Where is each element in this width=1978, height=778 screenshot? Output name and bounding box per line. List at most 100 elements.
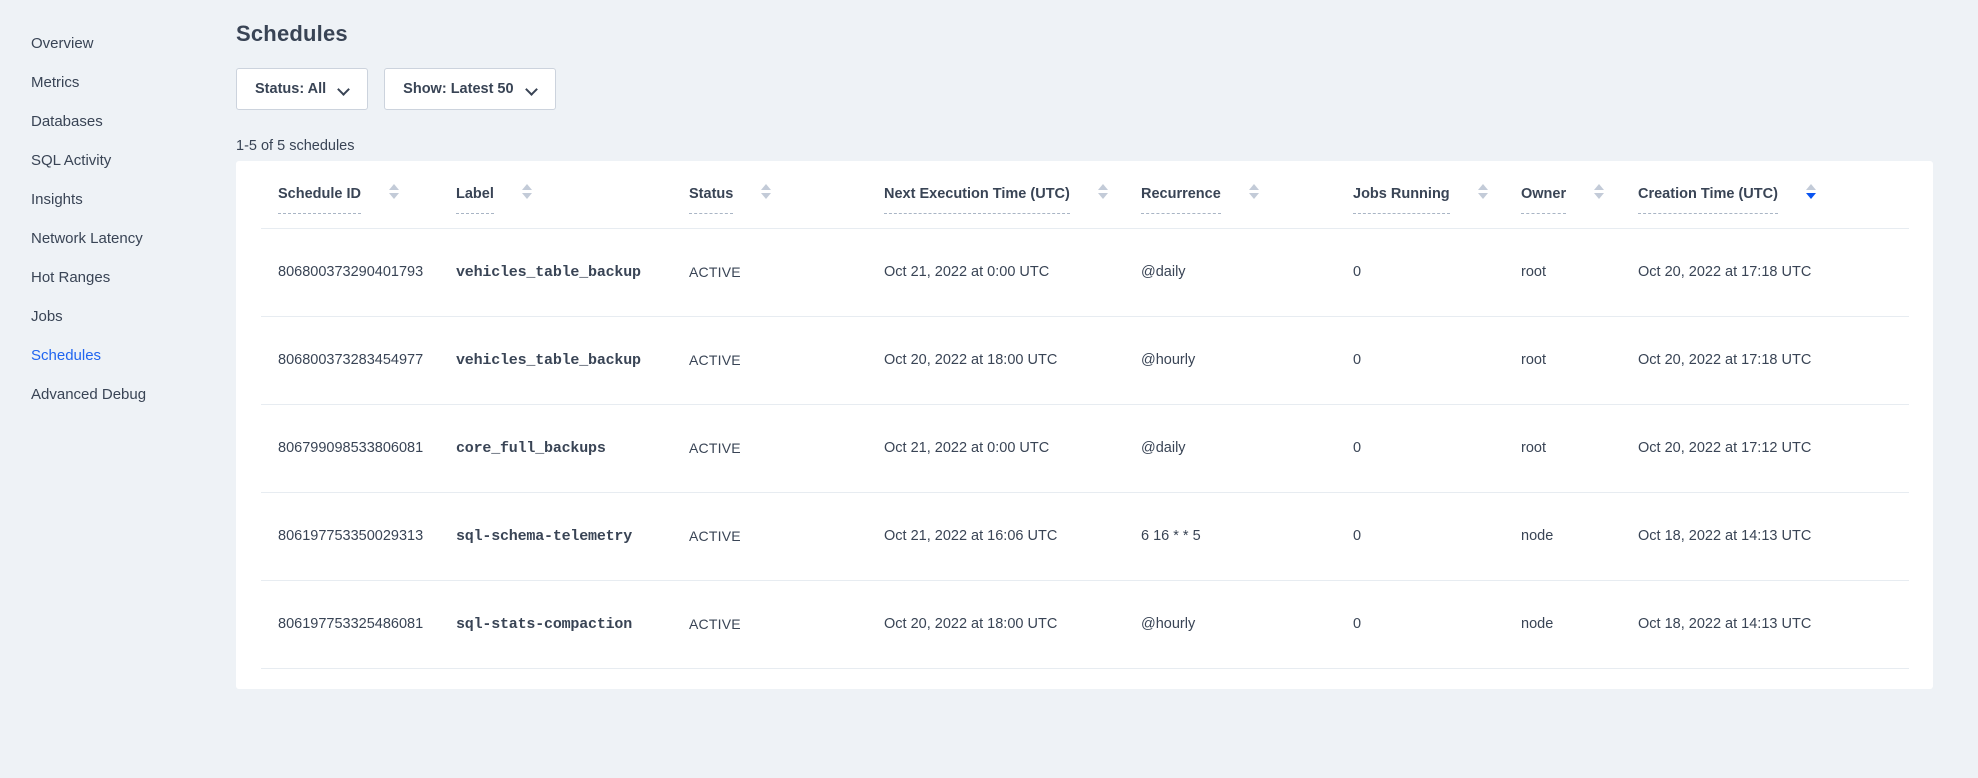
sort-caret-up-icon [1097, 183, 1108, 190]
cell-status: ACTIVE [689, 316, 884, 405]
column-header-status[interactable]: Status [689, 183, 772, 214]
column-header-next-execution-time[interactable]: Next Execution Time (UTC) [884, 183, 1108, 214]
cell-next-execution: Oct 21, 2022 at 0:00 UTC [884, 404, 1141, 493]
column-label: Status [689, 186, 734, 214]
cell-schedule-id: 806197753325486081 [261, 580, 456, 669]
sort-icon[interactable] [389, 183, 399, 205]
cell-owner: root [1521, 316, 1638, 405]
sidebar-item-schedules[interactable]: Schedules [31, 347, 102, 364]
cell-recurrence: @daily [1141, 404, 1353, 493]
sort-icon[interactable] [761, 183, 772, 205]
cell-owner: root [1521, 404, 1638, 493]
column-label: Recurrence [1141, 186, 1221, 214]
cell-jobs-running: 0 [1353, 316, 1521, 405]
sort-icon[interactable] [1594, 183, 1605, 205]
sidebar-item-hot-ranges[interactable]: Hot Ranges [31, 269, 111, 286]
cell-label: sql-schema-telemetry [456, 492, 689, 581]
table-row: 806800373290401793 vehicles_table_backup… [261, 228, 1909, 317]
column-label: Next Execution Time (UTC) [884, 186, 1070, 214]
cell-schedule-id: 806800373283454977 [261, 316, 456, 405]
cell-status: ACTIVE [689, 228, 884, 317]
cell-owner: root [1521, 228, 1638, 317]
sidebar-item-network-latency[interactable]: Network Latency [31, 230, 143, 247]
sort-icon-active-desc[interactable] [1805, 183, 1816, 205]
show-filter-dropdown[interactable]: Show: Latest 50 [384, 68, 556, 110]
cell-recurrence: @hourly [1141, 316, 1353, 405]
filter-bar: Status: All Show: Latest 50 [236, 68, 1933, 110]
sort-caret-down-icon [1594, 192, 1605, 199]
sidebar-item-metrics[interactable]: Metrics [31, 74, 80, 91]
column-label: Creation Time (UTC) [1638, 186, 1778, 214]
status-filter-dropdown[interactable]: Status: All [236, 68, 369, 110]
cell-jobs-running: 0 [1353, 404, 1521, 493]
sort-icon[interactable] [521, 183, 532, 205]
show-filter-label: Show: Latest 50 [403, 81, 514, 97]
sort-caret-down-icon [1805, 192, 1816, 199]
sort-icon[interactable] [1097, 183, 1108, 205]
cell-status: ACTIVE [689, 580, 884, 669]
main-content: Schedules Status: All Show: Latest 50 1-… [236, 0, 1978, 689]
table-row: 806799098533806081 core_full_backups ACT… [261, 404, 1909, 493]
cell-label: vehicles_table_backup [456, 316, 689, 405]
chevron-down-icon [338, 82, 349, 93]
column-header-creation-time[interactable]: Creation Time (UTC) [1638, 183, 1816, 214]
sidebar-item-databases[interactable]: Databases [31, 113, 103, 130]
cell-creation-time: Oct 18, 2022 at 14:13 UTC [1638, 492, 1909, 581]
sort-caret-up-icon [389, 183, 399, 190]
cell-schedule-id: 806197753350029313 [261, 492, 456, 581]
sort-caret-up-icon [1594, 183, 1605, 190]
cell-creation-time: Oct 20, 2022 at 17:12 UTC [1638, 404, 1909, 493]
column-header-label[interactable]: Label [456, 183, 532, 214]
column-label: Jobs Running [1353, 186, 1450, 214]
cell-next-execution: Oct 21, 2022 at 0:00 UTC [884, 228, 1141, 317]
column-header-recurrence[interactable]: Recurrence [1141, 183, 1259, 214]
cell-owner: node [1521, 580, 1638, 669]
sort-caret-up-icon [1477, 183, 1488, 190]
cell-schedule-id: 806799098533806081 [261, 404, 456, 493]
cell-schedule-id: 806800373290401793 [261, 228, 456, 317]
cell-recurrence: 6 16 * * 5 [1141, 492, 1353, 581]
cell-status: ACTIVE [689, 492, 884, 581]
cell-next-execution: Oct 20, 2022 at 18:00 UTC [884, 580, 1141, 669]
sort-icon[interactable] [1248, 183, 1259, 205]
sort-caret-up-icon [1805, 183, 1816, 190]
column-header-owner[interactable]: Owner [1521, 183, 1605, 214]
sort-icon[interactable] [1477, 183, 1488, 205]
sidebar-item-overview[interactable]: Overview [31, 35, 94, 52]
sidebar-item-sql-activity[interactable]: SQL Activity [31, 152, 112, 169]
cell-jobs-running: 0 [1353, 580, 1521, 669]
column-label: Label [456, 186, 494, 214]
column-header-jobs-running[interactable]: Jobs Running [1353, 183, 1488, 214]
chevron-down-icon [526, 82, 537, 93]
sort-caret-down-icon [1097, 192, 1108, 199]
status-filter-label: Status: All [255, 81, 327, 97]
cell-label: core_full_backups [456, 404, 689, 493]
sidebar-item-advanced-debug[interactable]: Advanced Debug [31, 386, 147, 403]
cell-creation-time: Oct 20, 2022 at 17:18 UTC [1638, 316, 1909, 405]
schedules-table: Schedule ID Label Status Next Execution … [261, 161, 1909, 669]
cell-label: sql-stats-compaction [456, 580, 689, 669]
table-row: 806197753350029313 sql-schema-telemetry … [261, 492, 1909, 581]
schedules-table-card: Schedule ID Label Status Next Execution … [236, 161, 1933, 689]
cell-creation-time: Oct 20, 2022 at 17:18 UTC [1638, 228, 1909, 317]
cell-recurrence: @daily [1141, 228, 1353, 317]
cell-recurrence: @hourly [1141, 580, 1353, 669]
cell-status: ACTIVE [689, 404, 884, 493]
sort-caret-down-icon [761, 192, 772, 199]
table-row: 806197753325486081 sql-stats-compaction … [261, 580, 1909, 669]
sort-caret-down-icon [1477, 192, 1488, 199]
cell-label: vehicles_table_backup [456, 228, 689, 317]
column-header-schedule-id[interactable]: Schedule ID [261, 183, 399, 214]
sort-caret-up-icon [1248, 183, 1259, 190]
sort-caret-up-icon [521, 183, 532, 190]
cell-next-execution: Oct 21, 2022 at 16:06 UTC [884, 492, 1141, 581]
cell-owner: node [1521, 492, 1638, 581]
sort-caret-down-icon [1248, 192, 1259, 199]
sidebar-item-jobs[interactable]: Jobs [31, 308, 63, 325]
sidebar-item-insights[interactable]: Insights [31, 191, 83, 208]
sort-caret-down-icon [521, 192, 532, 199]
sidebar: Overview Metrics Databases SQL Activity … [0, 0, 236, 414]
table-row: 806800373283454977 vehicles_table_backup… [261, 316, 1909, 405]
page-title: Schedules [236, 21, 348, 46]
column-label: Owner [1521, 186, 1567, 214]
